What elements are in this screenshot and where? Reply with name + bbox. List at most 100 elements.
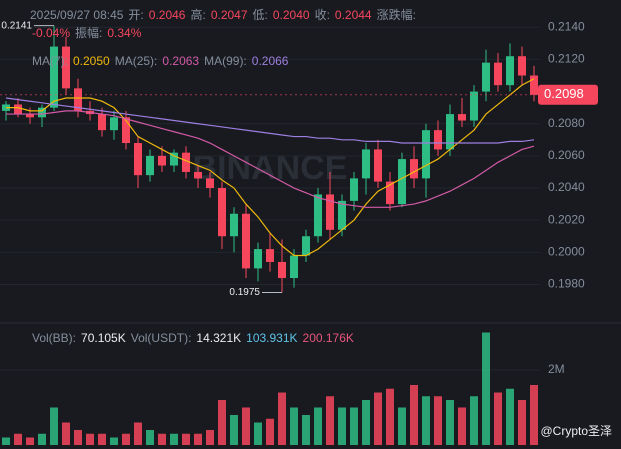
volume-bar xyxy=(254,422,262,445)
y-tick-label: 0.1980 xyxy=(548,277,585,291)
candle-body xyxy=(326,194,334,230)
header-text: 14.321K xyxy=(196,331,241,345)
header-text: MA(99): xyxy=(204,54,247,68)
candle-body xyxy=(290,255,298,279)
volume-bar xyxy=(518,400,526,445)
header-text: 0.34% xyxy=(107,26,141,40)
candle-body xyxy=(74,88,82,111)
header-text: -0.04% xyxy=(32,26,70,40)
candle-body xyxy=(422,130,430,179)
header-text: 低: xyxy=(253,8,268,22)
volume-bar xyxy=(530,385,538,445)
volume-bar xyxy=(398,407,406,445)
candle-body xyxy=(194,171,202,179)
candle-body xyxy=(146,155,154,176)
volume-bar xyxy=(290,407,298,445)
candle-body xyxy=(506,56,514,86)
watermark: BINANCE xyxy=(193,149,348,187)
volume-bar xyxy=(458,407,466,445)
candle-body xyxy=(14,104,22,115)
volume-bar xyxy=(338,407,346,445)
volume-bar xyxy=(122,433,130,445)
candle-body xyxy=(278,261,286,279)
header-text: 103.931K xyxy=(246,331,297,345)
header-text: MA(7): xyxy=(32,54,68,68)
candle-body xyxy=(254,249,262,269)
header-text: 高: xyxy=(190,7,205,22)
candle-body xyxy=(158,155,166,166)
ma-line xyxy=(5,97,535,144)
volume-bar xyxy=(110,437,118,445)
candle-body xyxy=(482,62,490,92)
volume-bar xyxy=(218,400,226,445)
volume-bar xyxy=(278,392,286,445)
candle-body xyxy=(386,181,394,205)
candle-body xyxy=(170,152,178,166)
header-text: 0.2047 xyxy=(211,8,248,22)
volume-bar xyxy=(206,430,214,445)
candle-body xyxy=(98,114,106,131)
y-tick-label: 0.2140 xyxy=(548,19,585,33)
candle-body xyxy=(50,46,58,108)
header-text: 0.2044 xyxy=(335,8,372,22)
candle-body xyxy=(494,62,502,86)
volume-bar xyxy=(470,396,478,445)
candle-body xyxy=(26,114,34,118)
volume-bar xyxy=(410,385,418,445)
header-text: 70.105K xyxy=(81,331,126,345)
annotation-label: 0.2141 xyxy=(1,20,32,31)
volume-bar xyxy=(2,437,10,445)
header-text: MA(25): xyxy=(115,54,158,68)
volume-bar xyxy=(242,407,250,445)
candle-body xyxy=(338,200,346,230)
annotation-label: 0.1975 xyxy=(229,287,260,298)
ma-line xyxy=(6,78,535,257)
candle-body xyxy=(62,46,70,89)
volume-bar xyxy=(194,433,202,445)
candle-body xyxy=(110,117,118,131)
last-price-label: 0.2098 xyxy=(544,86,584,101)
y-tick-label: 0.2020 xyxy=(548,212,585,226)
volume-bar xyxy=(134,422,142,445)
volume-bar xyxy=(62,422,70,445)
y-tick-label: 0.2120 xyxy=(548,52,585,66)
volume-bar xyxy=(482,332,490,445)
volume-bar xyxy=(374,392,382,445)
volume-bar xyxy=(170,433,178,445)
volume-bar xyxy=(350,407,358,445)
candle-body xyxy=(350,178,358,201)
header-text: 涨跌幅: xyxy=(377,7,416,22)
volume-bar xyxy=(422,396,430,445)
candle-body xyxy=(458,114,466,121)
candle-body xyxy=(446,114,454,150)
candle-body xyxy=(434,130,442,150)
volume-bar xyxy=(362,400,370,445)
header-text: 振幅: xyxy=(75,25,102,40)
volume-bar xyxy=(230,415,238,445)
candle-body xyxy=(530,75,538,95)
candle-body xyxy=(218,188,226,237)
y-tick-label: 0.2040 xyxy=(548,180,585,194)
candle-body xyxy=(122,117,130,144)
volume-bar xyxy=(38,433,46,445)
volume-bar xyxy=(506,388,514,445)
header-text: 2025/09/27 08:45 xyxy=(30,8,124,22)
volume-bar xyxy=(158,433,166,445)
candle-body xyxy=(242,213,250,269)
credit: @Crypto圣泽 xyxy=(540,424,612,438)
candle-body xyxy=(398,159,406,205)
header-text: Vol(USDT): xyxy=(131,331,192,345)
volume-bar xyxy=(494,392,502,445)
volume-bar xyxy=(14,433,22,445)
volume-bar xyxy=(446,400,454,445)
volume-bar xyxy=(182,433,190,445)
header-text: 0.2063 xyxy=(162,54,199,68)
volume-bar xyxy=(386,388,394,445)
volume-bar xyxy=(74,430,82,445)
candle-body xyxy=(38,107,46,118)
header-text: Vol(BB): xyxy=(32,331,76,345)
candle-body xyxy=(410,159,418,179)
volume-bar xyxy=(86,433,94,445)
volume-bar xyxy=(50,407,58,445)
